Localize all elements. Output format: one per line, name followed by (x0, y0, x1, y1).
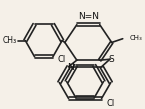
Text: S: S (108, 55, 114, 64)
Text: CH₃: CH₃ (3, 36, 17, 45)
Text: N: N (67, 63, 74, 72)
Text: CH₃: CH₃ (129, 35, 142, 41)
Text: Cl: Cl (107, 99, 115, 108)
Text: N=N: N=N (78, 12, 99, 21)
Text: Cl: Cl (57, 55, 65, 64)
